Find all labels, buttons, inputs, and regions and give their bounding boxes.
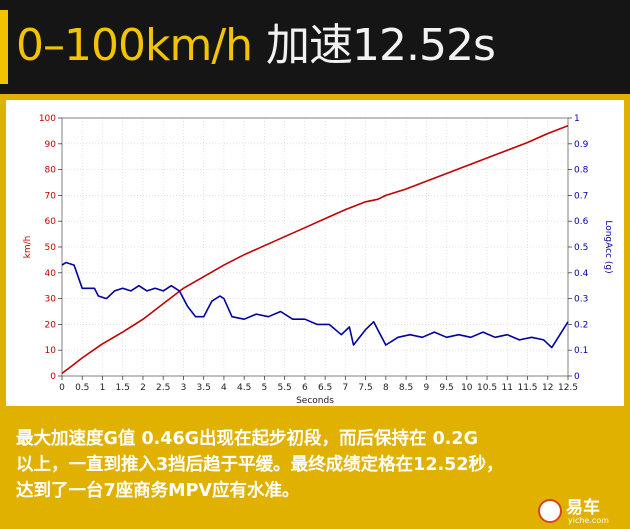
x-tick-label: 11.5	[517, 383, 537, 393]
acceleration-chart: 0 0.5 1 1.5 2 2.5 3 3.5 4 4.5 5 5.5 6 6.5 7 7.5 8 8.5 9 9.5…	[23, 114, 613, 406]
y-tick-label: 70	[45, 191, 57, 201]
logo-domain: yiche.com	[568, 516, 609, 525]
caption-line-1: 最大加速度G值 0.46G出现在起步初段，而后保持在 0.2G	[16, 429, 478, 449]
y-axis-label: km/h	[23, 236, 33, 259]
caption-text: 最大加速度G值 0.46G出现在起步初段，而后保持在 0.2G 以上，一直到推入…	[16, 426, 616, 504]
y2-tick-label: 0.7	[574, 191, 588, 201]
y2-tick-label: 0.8	[574, 166, 589, 176]
header-accent-bar	[0, 10, 8, 84]
page-title: 0–100km/h 加速12.52s	[16, 14, 496, 78]
x-tick-label: 8	[383, 383, 389, 393]
y2-tick-label: 1	[574, 114, 580, 124]
acceleration-series-line	[61, 261, 569, 349]
y2-tick-label: 0.9	[574, 140, 589, 150]
x-tick-label: 10	[461, 383, 473, 393]
y-tick-label: 90	[45, 140, 57, 150]
x-tick-label: 2.5	[156, 383, 170, 393]
y-tick-label: 40	[45, 269, 57, 279]
speed-series-line	[61, 124, 569, 375]
x-tick-label: 7	[342, 383, 348, 393]
x-tick-label: 4	[221, 383, 227, 393]
y2-tick-label: 0.1	[574, 346, 588, 356]
content-frame: 0 0.5 1 1.5 2 2.5 3 3.5 4 4.5 5 5.5 6 6.5 7 7.5 8 8.5 9 9.5…	[0, 94, 630, 529]
x-tick-label: 11	[502, 383, 513, 393]
y-tick-label: 80	[45, 166, 57, 176]
y2-tick-label: 0	[574, 372, 580, 382]
x-tick-label: 0	[59, 383, 65, 393]
x-tick-label: 2	[140, 383, 146, 393]
y-tick-label: 20	[45, 320, 57, 330]
y2-axis-label: LongAcc (g)	[603, 220, 613, 273]
x-tick-label: 12	[542, 383, 553, 393]
y2-tick-label: 0.5	[574, 243, 588, 253]
x-tick-label: 4.5	[237, 383, 251, 393]
title-main: 0–100km/h	[16, 20, 253, 71]
x-tick-label: 0.5	[75, 383, 89, 393]
chart-panel: 0 0.5 1 1.5 2 2.5 3 3.5 4 4.5 5 5.5 6 6.5 7 7.5 8 8.5 9 9.5…	[6, 100, 624, 406]
x-tick-label: 7.5	[358, 383, 372, 393]
x-tick-label: 6.5	[318, 383, 332, 393]
y2-tick-label: 0.4	[574, 269, 589, 279]
x-tick-label: 3.5	[197, 383, 211, 393]
caption-line-3: 达到了一台7座商务MPV应有水准。	[16, 481, 300, 501]
header-bar: 0–100km/h 加速12.52s	[0, 0, 630, 94]
x-tick-label: 6	[302, 383, 308, 393]
x-tick-label: 9	[423, 383, 429, 393]
caption-line-2: 以上，一直到推入3挡后趋于平缓。最终成绩定格在12.52秒，	[16, 455, 504, 475]
x-tick-label: 5	[262, 383, 268, 393]
y2-tick-label: 0.2	[574, 320, 588, 330]
x-tick-label: 5.5	[277, 383, 291, 393]
x-tick-label: 12.5	[558, 383, 578, 393]
y2-tick-label: 0.6	[574, 217, 589, 227]
yiche-logo: 易车 yiche.com	[538, 499, 622, 525]
y-tick-label: 100	[39, 114, 56, 124]
y2-tick-label: 0.3	[574, 295, 588, 305]
x-tick-label: 8.5	[399, 383, 413, 393]
y-tick-label: 60	[45, 217, 57, 227]
y-tick-label: 50	[45, 243, 57, 253]
logo-brand: 易车	[566, 498, 600, 518]
x-tick-label: 9.5	[439, 383, 453, 393]
y-tick-label: 30	[45, 295, 57, 305]
y-tick-label: 10	[45, 346, 57, 356]
logo-mark-icon	[538, 499, 562, 523]
x-tick-label: 1.5	[116, 383, 130, 393]
x-axis-label: Seconds	[296, 396, 334, 406]
y-tick-label: 0	[50, 372, 56, 382]
x-tick-label: 10.5	[477, 383, 497, 393]
title-sub: 加速12.52s	[266, 20, 496, 71]
x-tick-label: 1	[100, 383, 106, 393]
x-tick-label: 3	[181, 383, 187, 393]
